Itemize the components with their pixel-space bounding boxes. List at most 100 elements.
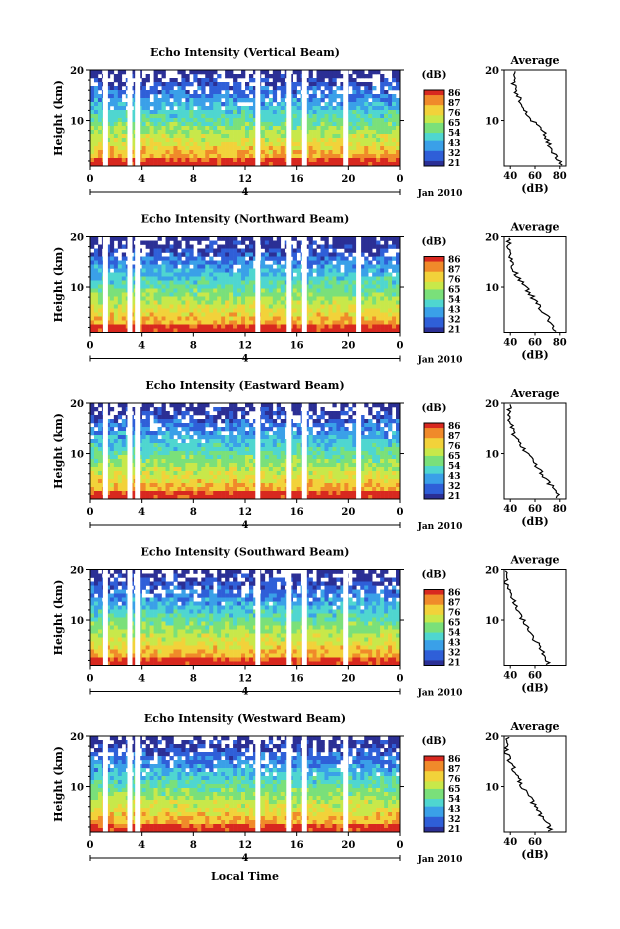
panel-2-heatmap-cell [121, 236, 127, 241]
panel-2-heatmap-cell [201, 288, 206, 293]
panel-2-heatmap-cell [388, 260, 393, 265]
panel-3-heatmap-cell [225, 463, 230, 468]
panel-3-heatmap-cell [276, 463, 282, 468]
panel-1-heatmap-cell [221, 122, 226, 127]
panel-1-heatmap-cell [296, 130, 301, 135]
panel-2-heatmap-cell [113, 260, 119, 265]
panel-3-heatmap-cell [93, 483, 99, 488]
panel-2-heatmap-cell [145, 300, 150, 305]
panel-1-heatmap-cell [201, 78, 206, 83]
panel-2-heatmap-cell [248, 252, 254, 257]
panel-2-heatmap-cell [396, 324, 401, 329]
panel-3-heatmap-cell [340, 439, 345, 444]
panel-1-heatmap-cell [93, 98, 99, 103]
panel-2-heatmap-cell [248, 268, 254, 273]
panel-1-heatmap-cell [312, 130, 317, 135]
panel-3-heatmap-cell [145, 475, 150, 480]
panel-1-heatmap-cell [109, 110, 115, 115]
panel-2-heatmap-cell [93, 324, 99, 329]
panel-2-heatmap-cell [237, 296, 242, 301]
panel-1-heatmap-cell [396, 134, 401, 139]
panel-1-heatmap-cell [332, 90, 337, 95]
panel-1-heatmap-cell [372, 94, 377, 99]
panel-2-heatmap-cell [157, 284, 162, 289]
panel-2-heatmap-cell [149, 244, 154, 249]
panel-2-heatmap-cell [248, 292, 254, 297]
panel-2-heatmap-cell [252, 248, 258, 253]
panel-2-heatmap-cell [268, 288, 274, 293]
panel-2-heatmap-cell [396, 276, 401, 281]
panel-3-heatmap-cell [153, 467, 158, 472]
panel-2-heatmap-cell [352, 276, 357, 281]
panel-1-heatmap-cell [384, 134, 389, 139]
panel-2-heatmap-cell [197, 296, 202, 301]
panel-2-heatmap-cell [312, 288, 317, 293]
panel-2-heatmap-cell [225, 240, 230, 245]
panel-3-heatmap-cell [352, 443, 357, 448]
panel-1-heatmap-cell [272, 138, 278, 143]
panel-2-xtick-label: 20 [341, 341, 355, 352]
panel-2-heatmap-cell [276, 308, 282, 313]
panel-3-heatmap-cell [340, 403, 345, 408]
panel-3-heatmap-cell [229, 479, 234, 484]
panel-3-heatmap-cell [376, 427, 381, 432]
panel-1-heatmap-cell [252, 150, 258, 155]
panel-1-heatmap-cell [332, 146, 337, 151]
panel-3-heatmap-cell [153, 415, 158, 420]
panel-3-heatmap-cell [113, 435, 119, 440]
panel-2-heatmap-cell [213, 272, 218, 277]
panel-1-heatmap-cell [237, 118, 242, 123]
panel-2-heatmap-cell [181, 288, 186, 293]
panel-3-heatmap-cell [264, 403, 270, 408]
panel-1-heatmap-cell [292, 142, 297, 147]
panel-1-heatmap-cell [121, 70, 127, 75]
panel-3-heatmap-cell [268, 463, 274, 468]
panel-3-heatmap-cell [149, 403, 154, 408]
panel-1-heatmap-cell [276, 130, 282, 135]
panel-2-heatmap-cell [185, 316, 190, 321]
panel-1-heatmap-cell [396, 158, 401, 163]
panel-3-heatmap-cell [324, 475, 329, 480]
panel-1-heatmap-cell [348, 110, 353, 115]
panel-1-xtick-label: 0 [397, 174, 404, 185]
panel-2-heatmap-cell [392, 296, 397, 301]
panel-2-heatmap-cell [157, 264, 162, 269]
panel-2-heatmap-cell [276, 272, 282, 277]
panel-2-heatmap-cell [276, 312, 282, 317]
panel-1-heatmap-cell [201, 122, 206, 127]
panel-2-heatmap-cell [165, 328, 170, 333]
panel-1-heatmap-cell [181, 106, 186, 111]
panel-3-heatmap-cell [364, 443, 369, 448]
panel-2-heatmap-cell [225, 276, 230, 281]
panel-1-heatmap-cell [237, 134, 242, 139]
panel-2-heatmap-cell [205, 308, 210, 313]
panel-3-heatmap-cell [165, 459, 170, 464]
panel-1-heatmap-cell [193, 134, 198, 139]
panel-3-heatmap-cell [109, 443, 115, 448]
panel-2-heatmap-cell [324, 240, 329, 245]
panel-2-heatmap-cell [308, 276, 313, 281]
panel-3-heatmap-cell [209, 431, 214, 436]
panel-1-heatmap-cell [372, 122, 377, 127]
panel-1-heatmap-cell [324, 86, 329, 91]
panel-1-heatmap-cell [185, 118, 190, 123]
panel-2-heatmap-cell [320, 256, 325, 261]
panel-1-heatmap-cell [185, 158, 190, 163]
panel-1-heatmap-cell [145, 158, 150, 163]
panel-2-heatmap-cell [169, 316, 174, 321]
panel-3-heatmap-cell [272, 463, 278, 468]
panel-2-heatmap-cell [225, 244, 230, 249]
panel-2-heatmap-cell [161, 288, 166, 293]
panel-2-heatmap-cell [157, 312, 162, 317]
panel-3-heatmap-cell [189, 439, 194, 444]
panel-1-heatmap-cell [376, 162, 381, 167]
panel-2-heatmap-cell [105, 252, 111, 257]
panel-1-heatmap-cell [113, 162, 119, 167]
panel-2-heatmap-cell [392, 324, 397, 329]
panel-3-heatmap-cell [157, 459, 162, 464]
panel-3-heatmap-cell [225, 479, 230, 484]
panel-3-heatmap-cell [296, 431, 301, 436]
panel-3-heatmap-cell [197, 475, 202, 480]
panel-3-heatmap-cell [169, 479, 174, 484]
panel-1-heatmap-cell [268, 110, 274, 115]
